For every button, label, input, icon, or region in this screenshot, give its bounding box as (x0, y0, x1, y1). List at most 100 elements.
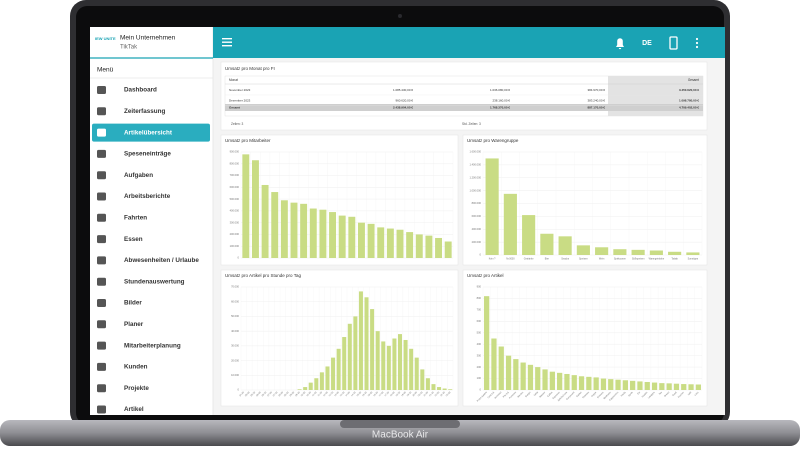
bar (386, 345, 391, 390)
chart-title: Umsatz pro Artikel (467, 273, 504, 278)
y-tick-label: 800.000 (230, 161, 240, 165)
menu-item[interactable]: Bilder (124, 300, 142, 307)
bar (435, 237, 443, 258)
x-tick-label: Schnitzel (494, 391, 503, 400)
y-tick-label: 600.000 (472, 214, 482, 218)
x-tick-label: 22:30 (440, 391, 446, 397)
chart-card (462, 134, 708, 266)
y-tick-label: 100 (477, 376, 482, 380)
table-cell: 238.160,00 € (492, 98, 510, 102)
x-tick-label: 09:00 (290, 391, 296, 397)
menu-item[interactable]: Zeiterfassung (124, 108, 165, 115)
x-tick-label: Brezel (664, 391, 671, 398)
x-tick-label: Weizen (517, 391, 524, 398)
bar (571, 375, 577, 390)
bar (505, 355, 512, 390)
menu-item[interactable]: Abwesenheiten / Urlaube (124, 257, 199, 264)
menu-item[interactable]: Dashboard (124, 87, 157, 94)
device-icon[interactable] (669, 36, 678, 50)
menu-item[interactable]: Stundenauswertung (124, 278, 185, 285)
menu-item[interactable]: Artikel (124, 406, 144, 413)
x-tick-label: Getränke (524, 258, 535, 261)
x-tick-label: Espresso (552, 391, 561, 400)
menu-icon (97, 213, 106, 222)
bar (329, 212, 337, 258)
bar (297, 389, 302, 390)
x-tick-label: 07:00 (267, 391, 273, 397)
y-tick-label: 1.200.000 (469, 175, 481, 179)
y-tick-label: 400.000 (472, 227, 482, 231)
menu-icon (97, 341, 106, 350)
menu-icon (97, 277, 106, 286)
bar (649, 250, 663, 255)
menu-item[interactable]: Fahrten (124, 214, 147, 221)
menu-icon (97, 384, 106, 393)
menu-icon (97, 235, 106, 244)
menu-item[interactable]: Speseneinträge (124, 151, 171, 158)
bar (420, 369, 425, 390)
table-cell: 383.240,00 € (587, 98, 605, 102)
bar (431, 384, 436, 390)
x-tick-label: 07:30 (273, 391, 279, 397)
camera (398, 14, 402, 18)
x-tick-label: 05:00 (245, 391, 251, 397)
y-tick-label: 700.000 (230, 173, 240, 177)
menu-icon (97, 149, 106, 158)
y-tick-label: 400 (477, 342, 482, 346)
bar (437, 387, 442, 390)
table-footer: Zeilen: 3 (231, 122, 243, 126)
x-tick-label: Limo (695, 391, 700, 396)
menu-item[interactable]: Aufgaben (124, 172, 153, 179)
bar (358, 291, 363, 390)
menu-icon (97, 192, 106, 201)
menu-item[interactable]: Projekte (124, 385, 149, 392)
x-tick-label: Snacks (561, 258, 570, 261)
menu-item[interactable]: Arbeitsberichte (124, 193, 171, 200)
bar (336, 348, 341, 390)
notification-icon[interactable] (616, 38, 624, 50)
bar (403, 339, 408, 390)
menu-item[interactable]: Mitarbeiterplanung (124, 342, 181, 349)
x-tick-label: 21:00 (424, 391, 430, 397)
bar (520, 362, 526, 390)
menu-item[interactable]: Planer (124, 321, 144, 328)
language-switch[interactable]: DE (642, 40, 652, 47)
bar (396, 229, 404, 258)
menu-item[interactable]: Artikelübersicht (124, 129, 173, 136)
y-tick-label: 0 (238, 388, 240, 392)
x-tick-label: 22:00 (435, 391, 441, 397)
x-tick-label: 17:30 (385, 391, 391, 397)
menu-button[interactable] (222, 38, 232, 47)
bar (381, 341, 386, 390)
bar (280, 200, 288, 258)
bar (622, 380, 628, 390)
table-cell: Gesamt (229, 105, 240, 109)
bar (261, 184, 269, 258)
table-cell: 960.620,00 € (395, 98, 413, 102)
more-button[interactable] (695, 37, 699, 49)
y-tick-label: 400.000 (230, 209, 240, 213)
chart-title: Umsatz pro Mitarbeiter (225, 138, 271, 143)
y-tick-label: 0 (480, 253, 482, 257)
bar (364, 297, 369, 390)
x-tick-label: 08:30 (284, 391, 290, 397)
bar (319, 209, 327, 258)
bar (613, 249, 627, 255)
x-tick-label: Warmgetränke (649, 258, 665, 261)
menu-item[interactable]: Essen (124, 236, 143, 243)
bar (300, 203, 308, 258)
bar (557, 372, 563, 390)
bar (347, 323, 352, 390)
bar (342, 337, 347, 390)
x-tick-label: Cappuccino (609, 391, 620, 402)
bar (303, 387, 308, 390)
table-cell: 384.970,00 € (587, 88, 605, 92)
y-tick-label: 1.600.000 (469, 150, 481, 154)
x-tick-label: Suppe (591, 391, 598, 398)
menu-item[interactable]: Kunden (124, 364, 148, 371)
y-tick-label: 600 (477, 319, 482, 323)
x-tick-label: 06:30 (262, 391, 268, 397)
bar (688, 384, 694, 390)
bar (386, 228, 394, 258)
x-tick-label: 11:30 (318, 391, 324, 397)
